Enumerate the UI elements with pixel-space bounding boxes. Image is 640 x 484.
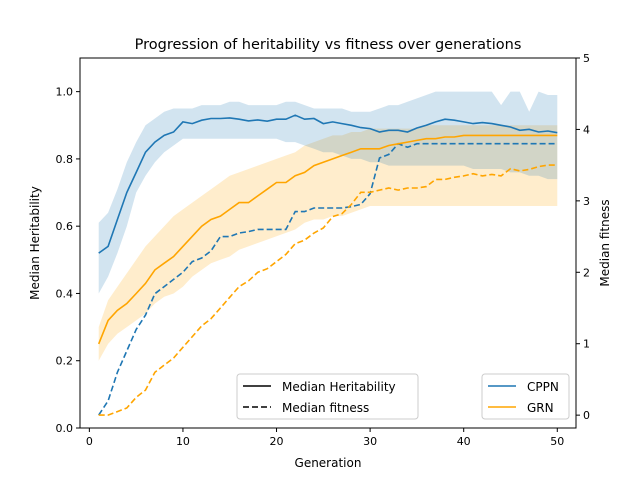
- legend-line-styles-box: [236, 373, 419, 420]
- y-left-tick-label: 0.0: [56, 422, 74, 435]
- x-axis: 0 10 20 30 40 50: [86, 428, 564, 448]
- grn-heritability-band: [98, 125, 558, 361]
- y-right-tick-label: 0: [583, 409, 590, 422]
- plot-frame: [79, 57, 577, 429]
- grn-heritability-line: [97, 134, 558, 345]
- series-lines: [97, 114, 558, 416]
- y-axis-left-label: Median Heritability: [28, 186, 42, 300]
- legend-grn-label: GRN: [527, 401, 554, 415]
- cppn-heritability-band: [98, 91, 558, 294]
- y-left-tick-label: 0.2: [56, 355, 74, 368]
- y-axis-right-label: Median fitness: [598, 199, 612, 286]
- y-right-tick-label: 1: [583, 338, 590, 351]
- x-tick-label: 30: [363, 435, 377, 448]
- legend-line-styles: Median Heritability Median fitness: [236, 373, 419, 420]
- y-right-tick-label: 3: [583, 195, 590, 208]
- legend-models: CPPN GRN: [481, 373, 570, 420]
- cppn-heritability-line: [98, 114, 558, 254]
- chart-title: Progression of heritability vs fitness o…: [135, 37, 522, 53]
- y-axis-right: 0 1 2 3 4 5: [576, 52, 590, 422]
- y-right-tick-label: 2: [583, 266, 590, 279]
- x-tick-label: 20: [270, 435, 284, 448]
- x-tick-label: 10: [176, 435, 190, 448]
- x-tick-label: 0: [86, 435, 93, 448]
- confidence-bands: [98, 91, 558, 361]
- x-axis-label: Generation: [295, 456, 362, 470]
- grn-fitness-line: [98, 164, 558, 416]
- y-right-tick-label: 4: [583, 123, 590, 136]
- y-right-tick-label: 5: [583, 52, 590, 65]
- x-tick-label: 50: [550, 435, 564, 448]
- y-left-tick-label: 1.0: [56, 86, 74, 99]
- y-left-tick-label: 0.4: [56, 287, 74, 300]
- y-left-tick-label: 0.8: [56, 153, 74, 166]
- legend-cppn-label: CPPN: [527, 380, 559, 394]
- cppn-fitness-line: [98, 142, 558, 416]
- y-left-tick-label: 0.6: [56, 220, 74, 233]
- legend-fitness-label: Median fitness: [282, 401, 369, 415]
- x-tick-label: 40: [457, 435, 471, 448]
- legend-heritability-label: Median Heritability: [282, 380, 396, 394]
- y-axis-left: 0.0 0.2 0.4 0.6 0.8 1.0: [56, 86, 80, 435]
